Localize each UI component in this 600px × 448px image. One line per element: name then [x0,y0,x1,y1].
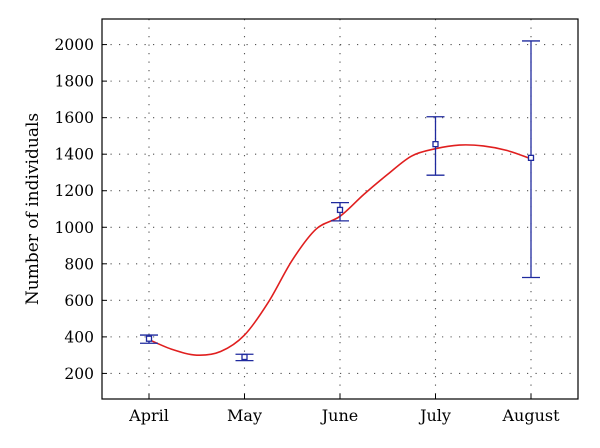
y-tick-label: 1200 [55,182,94,200]
data-point-marker [241,353,248,361]
y-tick-label: 1000 [55,219,94,237]
y-axis: 200 400 600 800 1000 1200 1400 1600 1800 2000 [55,36,107,383]
y-tick-label: 2000 [55,36,94,54]
x-tick-label: April [128,406,169,425]
y-tick-label: 1800 [55,73,94,91]
y-tick-label: 1400 [55,146,94,164]
x-tick-label: June [320,406,359,425]
y-tick-label: 200 [64,365,94,383]
data-point-marker [527,154,535,161]
data-point-marker [145,335,153,342]
y-axis-label: Number of individuals [23,113,43,305]
error-bar-point [522,40,540,279]
y-tick-label: 400 [64,328,94,346]
x-tick-label: May [227,406,262,425]
data-point-marker [432,140,439,148]
error-bar-point [140,334,158,344]
data-point-marker [336,206,344,214]
error-bar-point [331,201,349,222]
error-bar-point [426,116,445,176]
grid [102,19,578,399]
y-tick-label: 600 [64,292,94,310]
x-tick-label: August [501,406,560,425]
x-axis: April May June July August [128,394,560,425]
points-layer [140,40,540,362]
error-bar-point [235,353,254,362]
y-tick-label: 800 [64,255,94,273]
y-tick-label: 1600 [55,109,94,127]
x-tick-label: July [418,406,451,425]
